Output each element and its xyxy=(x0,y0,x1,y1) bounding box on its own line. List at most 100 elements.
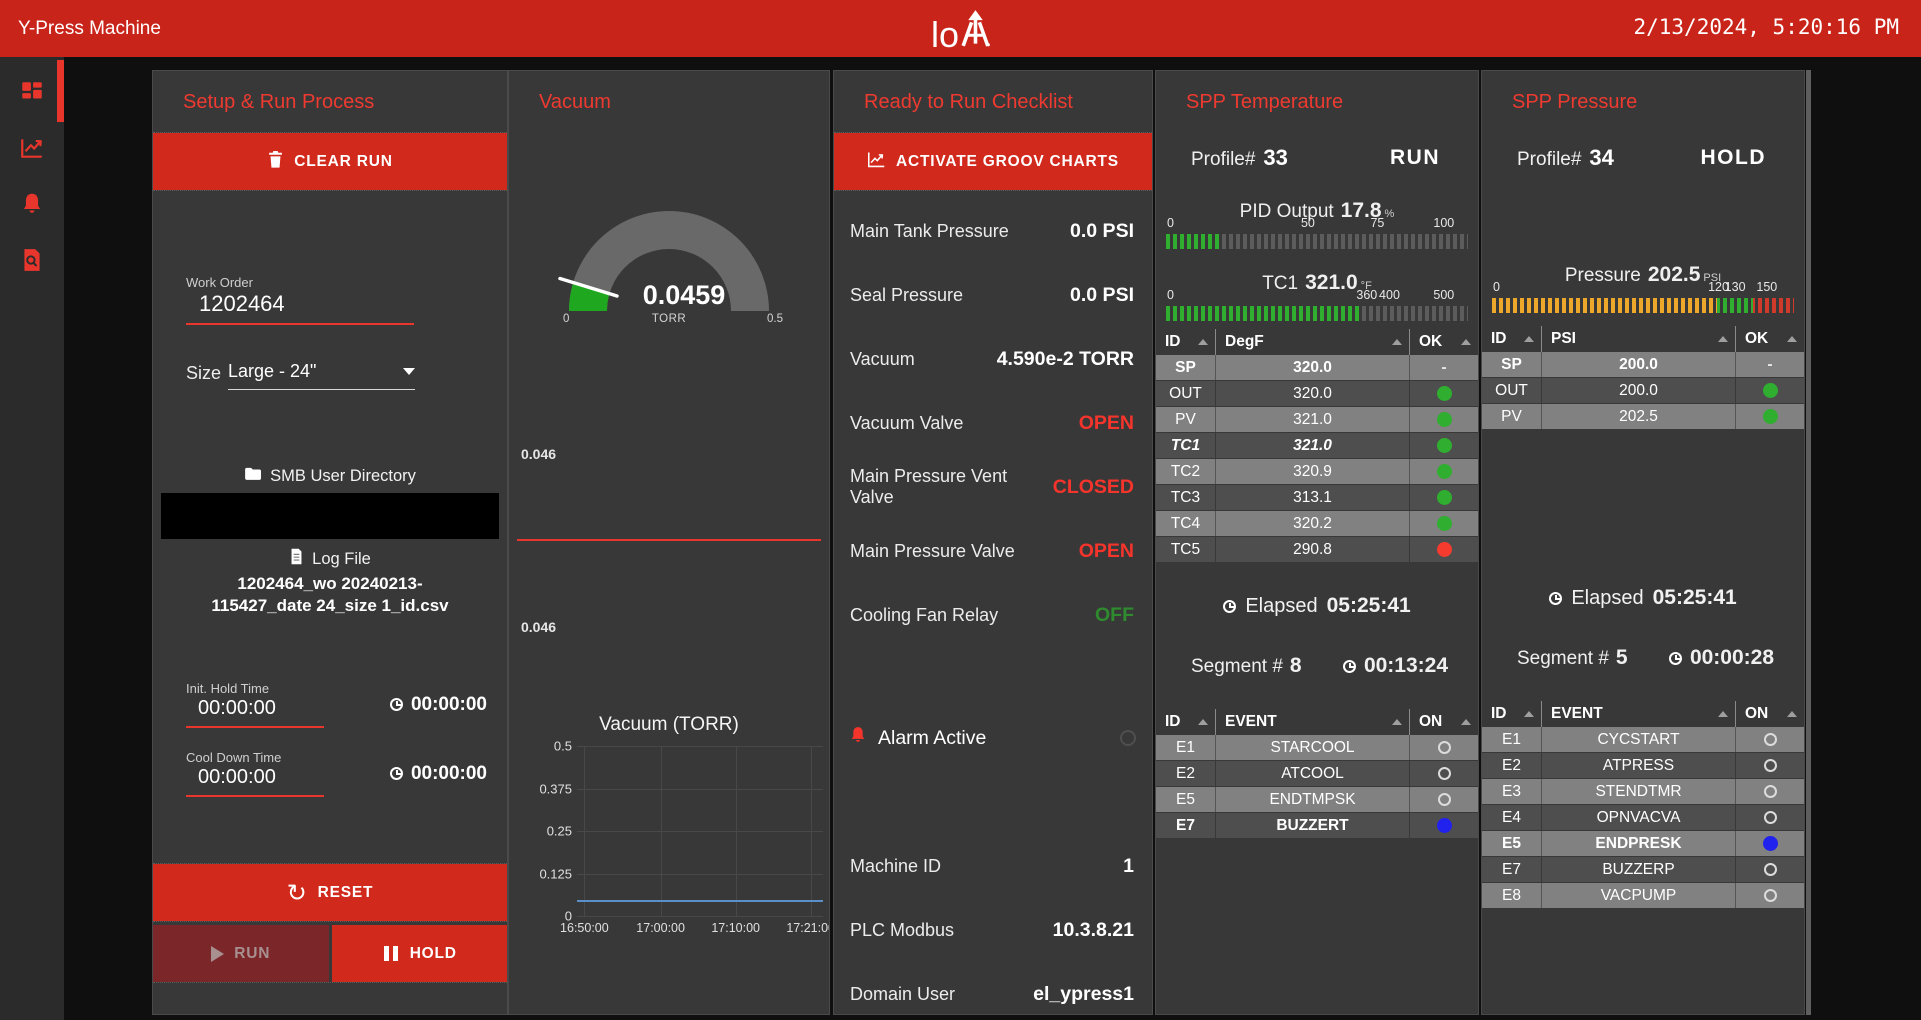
sort-asc-icon[interactable] xyxy=(1198,339,1208,345)
table-row[interactable]: SP 320.0 - xyxy=(1156,355,1478,380)
header-label: OK xyxy=(1419,333,1443,350)
gauge-tick-label: 120 xyxy=(1708,280,1729,294)
table-row[interactable]: PV 202.5 xyxy=(1482,404,1804,429)
sidebar-item-event-log[interactable] xyxy=(0,237,64,287)
vacuum-chart: 0.5 0.375 0.25 0.125 0 xyxy=(509,739,829,924)
event-led xyxy=(1763,785,1777,798)
sort-asc-icon[interactable] xyxy=(1461,719,1471,725)
chart-icon xyxy=(867,151,886,173)
cell-ok xyxy=(1410,511,1478,536)
event-row[interactable]: E8 VACPUMP xyxy=(1482,883,1804,908)
cell-ok: - xyxy=(1410,355,1478,380)
gauge-unit-label: TORR xyxy=(651,313,687,325)
sort-asc-icon[interactable] xyxy=(1461,339,1471,345)
clock-icon xyxy=(1668,651,1682,665)
work-order-field: Work Order xyxy=(186,275,414,325)
column-header-event[interactable]: EVENT xyxy=(1216,709,1410,735)
table-row[interactable]: OUT 320.0 xyxy=(1156,381,1478,406)
table-row[interactable]: TC3 313.1 xyxy=(1156,485,1478,510)
event-row[interactable]: E5 ENDTMPSK xyxy=(1156,787,1478,812)
vacuum-chart-plot xyxy=(577,746,823,917)
cool-down-timer-value: 00:00:00 xyxy=(410,762,487,784)
sort-asc-icon[interactable] xyxy=(1718,711,1728,717)
smb-directory-link[interactable]: SMB User Directory xyxy=(153,466,507,486)
cell-id: SP xyxy=(1156,355,1216,380)
page-scrollbar[interactable] xyxy=(1806,70,1811,1015)
event-row[interactable]: E3 STENDTMR xyxy=(1482,779,1804,804)
table-row[interactable]: TC2 320.9 xyxy=(1156,459,1478,484)
checklist-row: Vacuum 4.590e-2 TORR xyxy=(834,327,1152,391)
init-hold-time-input[interactable] xyxy=(186,696,324,729)
activate-groov-charts-label: ACTIVATE GROOV CHARTS xyxy=(896,152,1119,170)
event-row[interactable]: E1 CYCSTART xyxy=(1482,727,1804,752)
event-row[interactable]: E2 ATCOOL xyxy=(1156,761,1478,786)
table-row[interactable]: OUT 200.0 xyxy=(1482,378,1804,403)
column-header-id[interactable]: ID xyxy=(1156,329,1216,355)
event-row[interactable]: E7 BUZZERP xyxy=(1482,857,1804,882)
reset-button[interactable]: ↻ RESET xyxy=(153,864,507,922)
vacuum-series-line xyxy=(577,900,823,903)
column-header-psi[interactable]: PSI xyxy=(1542,326,1736,352)
log-file-link[interactable]: Log File xyxy=(153,548,507,570)
tc1-led-bar-fill xyxy=(1166,306,1360,321)
sidebar-item-trends[interactable] xyxy=(0,125,64,175)
column-header-degf[interactable]: DegF xyxy=(1216,329,1410,355)
sidebar-item-alarms[interactable] xyxy=(0,181,64,231)
cell-ok: - xyxy=(1736,352,1804,377)
column-header-id[interactable]: ID xyxy=(1156,709,1216,735)
event-row[interactable]: E7 BUZZERT xyxy=(1156,813,1478,838)
column-header-ok[interactable]: OK xyxy=(1736,326,1804,352)
cool-down-time-label: Cool Down Time xyxy=(186,750,282,766)
dashboard-grid-icon xyxy=(19,79,45,110)
sort-asc-icon[interactable] xyxy=(1198,719,1208,725)
clear-run-button[interactable]: CLEAR RUN xyxy=(153,133,507,190)
column-header-event[interactable]: EVENT xyxy=(1542,701,1736,727)
cell-value: 321.0 xyxy=(1216,407,1410,432)
log-file-name-line1: 1202464_wo 20240213- xyxy=(237,574,423,593)
size-dropdown[interactable]: Large - 24" xyxy=(228,361,415,390)
cool-down-time-input[interactable] xyxy=(186,765,324,798)
machine-info-rows: Machine ID 1 PLC Modbus 10.3.8.21 Domain… xyxy=(834,834,1152,1014)
header-label: EVENT xyxy=(1551,705,1603,722)
sort-asc-icon[interactable] xyxy=(1392,719,1402,725)
cell-id: OUT xyxy=(1482,378,1542,403)
table-row[interactable]: TC1 321.0 xyxy=(1156,433,1478,458)
event-row[interactable]: E1 STARCOOL xyxy=(1156,735,1478,760)
sort-asc-icon[interactable] xyxy=(1524,711,1534,717)
sort-asc-icon[interactable] xyxy=(1787,711,1797,717)
status-led xyxy=(1436,386,1452,401)
tc1-gauge-name: TC1 xyxy=(1262,273,1299,294)
gauge-tick-label: 0 xyxy=(1167,216,1174,230)
event-row[interactable]: E5 ENDPRESK xyxy=(1482,831,1804,856)
cell-event: BUZZERT xyxy=(1216,813,1410,838)
elapsed-value: 05:25:41 xyxy=(1652,586,1737,609)
event-row[interactable]: E4 OPNVACVA xyxy=(1482,805,1804,830)
activate-groov-charts-button[interactable]: ACTIVATE GROOV CHARTS xyxy=(834,133,1152,190)
cell-id: E7 xyxy=(1156,813,1216,838)
column-header-ok[interactable]: OK xyxy=(1410,329,1478,355)
table-row[interactable]: TC5 290.8 xyxy=(1156,537,1478,562)
column-header-on[interactable]: ON xyxy=(1410,709,1478,735)
run-button[interactable]: RUN xyxy=(153,925,329,983)
gauge-tick-label: 0 xyxy=(1493,280,1500,294)
hold-button[interactable]: HOLD xyxy=(331,925,507,983)
table-row[interactable]: TC4 320.2 xyxy=(1156,511,1478,536)
cell-event: VACPUMP xyxy=(1542,883,1736,908)
cell-value: 321.0 xyxy=(1216,433,1410,458)
tc1-gauge-value: 321.0 xyxy=(1305,271,1358,294)
column-header-id[interactable]: ID xyxy=(1482,701,1542,727)
table-row[interactable]: SP 200.0 - xyxy=(1482,352,1804,377)
sort-asc-icon[interactable] xyxy=(1787,336,1797,342)
pressure-led-bar xyxy=(1492,298,1794,313)
event-row[interactable]: E2 ATPRESS xyxy=(1482,753,1804,778)
column-header-on[interactable]: ON xyxy=(1736,701,1804,727)
sidebar-item-dashboard[interactable] xyxy=(0,60,64,122)
sort-asc-icon[interactable] xyxy=(1392,339,1402,345)
sort-asc-icon[interactable] xyxy=(1718,336,1728,342)
sort-asc-icon[interactable] xyxy=(1524,336,1534,342)
chevron-down-icon xyxy=(403,368,415,375)
cell-on xyxy=(1410,761,1478,786)
table-row[interactable]: PV 321.0 xyxy=(1156,407,1478,432)
column-header-id[interactable]: ID xyxy=(1482,326,1542,352)
work-order-input[interactable] xyxy=(186,290,414,325)
